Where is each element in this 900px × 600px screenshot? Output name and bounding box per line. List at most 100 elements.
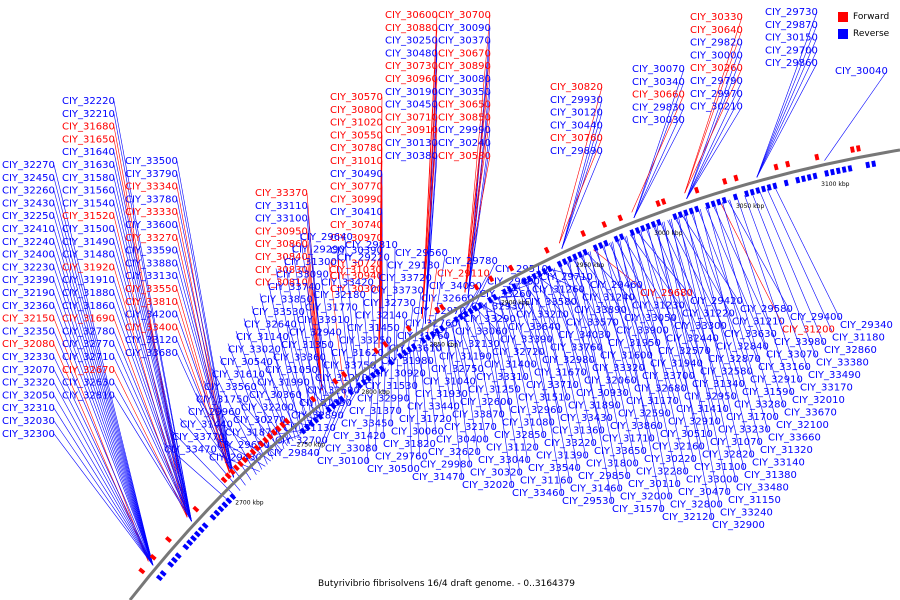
forward-gene (279, 421, 286, 429)
gene-label: CIY_30030 (632, 115, 685, 126)
gene-label: CIY_33220 (544, 438, 597, 449)
gene-label: CIY_31300 (284, 257, 337, 268)
leader-line (503, 293, 535, 367)
leader-line (113, 164, 192, 522)
leader-line (113, 228, 192, 522)
gene-label: CIY_33730 (371, 286, 424, 297)
leader-line (113, 369, 188, 518)
reverse-gene (299, 427, 307, 435)
leader-line (464, 155, 491, 293)
gene-label: CIY_30580 (438, 151, 491, 162)
gene-label: CIY_31020 (330, 118, 383, 129)
gene-label: CIY_33090 (276, 270, 329, 281)
forward-gene (249, 448, 257, 456)
gene-label: CIY_29860 (765, 58, 818, 69)
gene-label: CIY_31250 (468, 385, 521, 396)
gene-label: CIY_32930 (471, 302, 524, 313)
reverse-gene (472, 304, 479, 312)
leader-line (53, 177, 154, 566)
reverse-gene (308, 420, 315, 428)
leader-line (264, 363, 300, 437)
leader-line (53, 356, 154, 566)
gene-label: CIY_30090 (438, 23, 491, 34)
reverse-gene (213, 509, 221, 517)
gene-label: CIY_32120 (662, 512, 715, 523)
gene-label: CIY_33080 (325, 444, 378, 455)
gene-label: CIY_33860 (610, 421, 663, 432)
leader-line (256, 376, 294, 442)
forward-gene (257, 440, 265, 448)
gene-label: CIY_33890 (574, 305, 627, 316)
gene-label: CIY_31350 (281, 340, 334, 351)
leader-line (538, 275, 577, 388)
reverse-gene (190, 534, 197, 542)
leader-line (386, 259, 389, 366)
gene-label: CIY_31860 (62, 301, 115, 312)
reverse-gene (217, 505, 225, 513)
gene-label: CIY_32410 (2, 224, 55, 235)
gene-label: CIY_33370 (255, 188, 308, 199)
leader-line (291, 243, 319, 420)
reverse-gene (374, 368, 381, 376)
leader-line (626, 235, 679, 487)
gene-label: CIY_30550 (330, 130, 383, 141)
gene-label: CIY_31080 (502, 418, 555, 429)
gene-label: CIY_33100 (255, 214, 308, 225)
leader-line (476, 308, 501, 334)
reverse-gene (401, 349, 408, 357)
reverse-gene (182, 543, 190, 551)
leader-line (53, 305, 154, 566)
gene-label: CIY_30860 (255, 239, 308, 250)
gene-label: CIY_32910 (668, 417, 721, 428)
gene-label: CIY_33140 (752, 458, 805, 469)
reverse-gene (325, 406, 333, 413)
gene-label: CIY_31480 (62, 250, 115, 261)
reverse-gene (453, 316, 460, 324)
gene-label: CIY_30080 (438, 74, 491, 85)
leader-line (382, 367, 386, 439)
reverse-gene (603, 239, 609, 247)
gene-label: CIY_33120 (125, 335, 178, 346)
gene-label: CIY_30740 (330, 220, 383, 231)
leader-line (612, 241, 663, 512)
gene-label: CIY_29680 (640, 288, 693, 299)
forward-gene (773, 163, 779, 171)
leader-line (596, 248, 645, 454)
forward-gene (266, 432, 274, 440)
leader-line (316, 404, 337, 456)
gene-label: CIY_30330 (690, 12, 743, 23)
gene-label: CIY_32810 (62, 390, 115, 401)
gene-label: CIY_31590 (742, 387, 795, 398)
reverse-gene (592, 244, 599, 252)
gene-label: CIY_33040 (478, 455, 531, 466)
gene-label: CIY_33700 (642, 371, 695, 382)
gene-label: CIY_33320 (592, 363, 645, 374)
leader-line (674, 217, 733, 316)
gene-label: CIY_33470 (164, 445, 217, 456)
leader-lines (53, 11, 888, 566)
gene-label: CIY_33000 (686, 475, 739, 486)
gene-label: CIY_33480 (736, 483, 789, 494)
leader-line (601, 245, 651, 358)
reverse-gene (634, 227, 641, 234)
gene-label: CIY_30940 (330, 271, 383, 282)
gene-label: CIY_29460 (590, 280, 643, 291)
gene-label: CIY_30800 (330, 105, 383, 116)
reverse-gene (186, 539, 194, 546)
leader-line (219, 355, 268, 465)
scale-tick-label: 3100 kbp (821, 181, 849, 188)
gene-label: CIY_32200 (241, 403, 294, 414)
leader-line (259, 293, 296, 440)
reverse-gene (561, 258, 568, 266)
leader-line (496, 295, 525, 299)
leader-line (459, 287, 480, 319)
gene-label: CIY_33770 (172, 432, 225, 443)
gene-label: CIY_29830 (632, 102, 685, 113)
gene-label: CIY_31440 (180, 420, 233, 431)
leader-line (537, 275, 575, 305)
leader-line (610, 242, 661, 429)
leader-line (547, 270, 587, 458)
gene-label: CIY_32170 (444, 422, 497, 433)
leader-line (409, 350, 416, 389)
